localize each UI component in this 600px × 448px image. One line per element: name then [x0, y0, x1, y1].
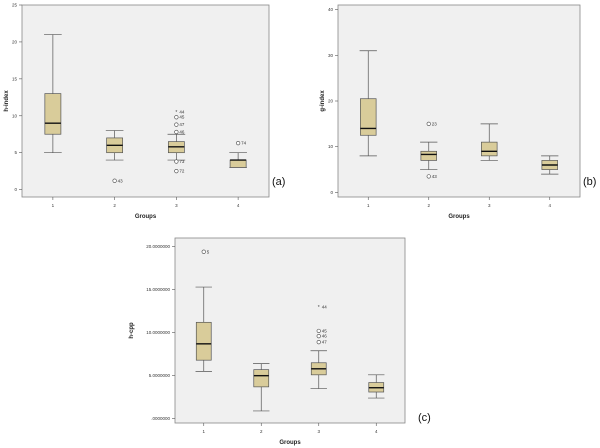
outlier-marker	[174, 129, 179, 135]
x-tick-label: 1	[52, 203, 55, 208]
y-tick-label: 15.0000000	[146, 287, 170, 292]
box-iqr	[420, 150, 437, 161]
box-group-1: 5	[195, 249, 212, 372]
y-tick-label: 10.0000000	[146, 330, 170, 335]
extreme-marker: *	[175, 110, 177, 116]
outlier-label: 46	[322, 334, 328, 339]
x-tick-label: 3	[175, 203, 178, 208]
x-tick-label: 3	[317, 429, 320, 434]
outlier-label: 45	[322, 328, 328, 333]
chart-panel-c: .0000000 5.0000000 10.0000000 15.0000000 20.…	[120, 228, 440, 448]
panel-label-c: (c)	[418, 412, 431, 424]
outlier-marker	[316, 328, 321, 334]
outlier-marker	[174, 122, 179, 127]
box-group-4	[541, 155, 559, 175]
x-tick-label: 2	[113, 203, 116, 208]
box-group-2: 23 43	[420, 121, 438, 179]
y-tick-label: 20.0000000	[146, 244, 170, 249]
box-group-3	[480, 123, 498, 161]
box-iqr	[253, 369, 270, 388]
outlier-label: 74	[241, 141, 247, 146]
outlier-marker	[174, 159, 179, 164]
outlier-label: 45	[179, 115, 185, 120]
chart-panel-b: 0 10 20 30 40 1 2 3 4 Groups g-index 23 43	[300, 0, 600, 220]
x-tick-label: 2	[427, 203, 430, 208]
y-axis-title: h-index	[4, 90, 10, 112]
box-group-4	[368, 374, 385, 399]
y-tick-label: 20	[328, 99, 334, 104]
plot-area	[21, 4, 270, 198]
box-group-1	[44, 34, 62, 154]
x-axis-title: Groups	[448, 214, 470, 220]
outlier-label: 73	[179, 159, 185, 164]
plot-area	[337, 4, 581, 198]
chart-panel-a: 0 5 10 15 20 25 1 2 3 4 Groups h-index 43 * 44 45 47 46 73…	[0, 0, 300, 220]
x-axis-title: Groups	[279, 440, 301, 446]
box-group-2	[253, 363, 270, 412]
x-tick-label: 4	[375, 429, 378, 434]
panel-label-a: (a)	[272, 176, 286, 188]
box-iqr	[481, 141, 498, 157]
outlier-marker	[174, 115, 179, 120]
boxplot-chart-c: .0000000 5.0000000 10.0000000 15.0000000 20.…	[129, 237, 406, 446]
panel-label-b: (b)	[583, 176, 597, 188]
y-tick-label: 40	[328, 7, 334, 12]
outlier-marker	[426, 121, 431, 126]
y-tick-label: 20	[12, 39, 18, 44]
box-group-2: 43	[105, 130, 124, 183]
extreme-marker: *	[318, 305, 320, 311]
outlier-label: 23	[432, 121, 438, 126]
box-iqr	[195, 321, 212, 361]
y-tick-label: 0	[330, 190, 333, 195]
y-axis-title: h-cpp	[129, 322, 135, 339]
y-tick-label: 15	[12, 76, 18, 81]
y-tick-label: .0000000	[151, 416, 170, 421]
outlier-label: 47	[322, 340, 328, 345]
x-tick-label: 2	[260, 429, 263, 434]
outlier-label: 43	[118, 178, 124, 183]
outlier-marker	[201, 249, 206, 254]
outlier-label: 43	[432, 174, 438, 179]
outlier-label: 44	[179, 110, 185, 115]
outlier-label: 47	[179, 122, 185, 127]
outlier-marker	[316, 333, 321, 339]
outlier-marker	[174, 169, 179, 174]
x-tick-label: 1	[367, 203, 370, 208]
box-iqr	[360, 98, 377, 136]
y-tick-label: 5.0000000	[149, 373, 171, 378]
outlier-label: 46	[179, 130, 185, 135]
outlier-label: 5	[207, 249, 210, 254]
plot-area	[174, 237, 406, 424]
box-iqr	[229, 159, 247, 168]
y-axis-title: g-index	[320, 90, 326, 112]
outlier-marker	[316, 340, 321, 345]
x-tick-label: 4	[548, 203, 551, 208]
outlier-marker	[236, 140, 241, 146]
outlier-label: 72	[179, 169, 185, 174]
box-iqr	[44, 93, 62, 135]
x-tick-label: 3	[488, 203, 491, 208]
outlier-marker	[426, 174, 431, 179]
y-tick-label: 10	[12, 113, 18, 118]
y-tick-label: 5	[14, 150, 17, 155]
box-group-1	[359, 50, 377, 157]
box-group-4: 74	[229, 141, 247, 168]
outlier-label: 44	[322, 304, 328, 309]
y-tick-label: 10	[328, 144, 334, 149]
y-tick-label: 0	[14, 187, 17, 192]
x-axis-title: Groups	[135, 214, 157, 220]
y-tick-label: 25	[12, 3, 18, 8]
y-tick-label: 30	[328, 53, 334, 58]
outlier-marker	[112, 178, 117, 183]
x-tick-label: 4	[237, 203, 240, 208]
x-tick-label: 1	[202, 429, 205, 434]
